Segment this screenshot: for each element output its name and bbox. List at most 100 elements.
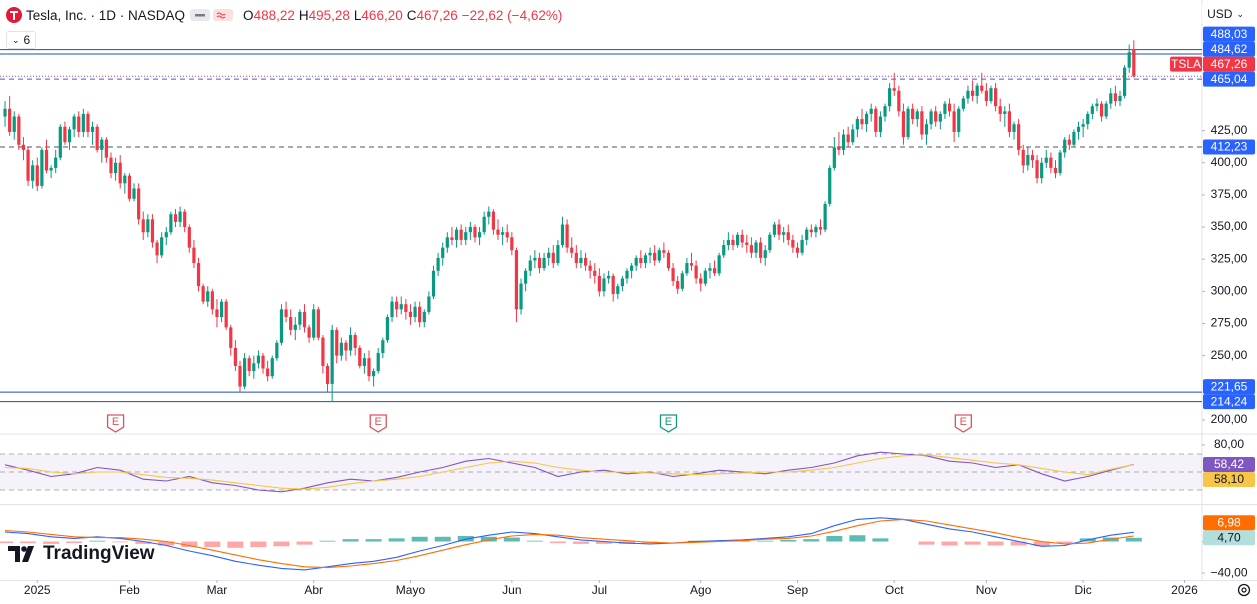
candle-body (362, 358, 366, 366)
indicators-toggle[interactable]: ⌄ 6 (6, 31, 37, 49)
price-label: 467,26 (1211, 57, 1248, 71)
candle-body (270, 358, 274, 377)
currency-button[interactable]: USD ⌄ (1202, 5, 1249, 23)
candle-body (261, 355, 265, 369)
candle-body (468, 227, 472, 233)
histogram-bar (296, 541, 313, 545)
ohlc-value: 467,26 (416, 7, 458, 23)
candle-body (602, 278, 606, 292)
candle-body (31, 165, 35, 181)
candle-body (837, 147, 841, 150)
candle-body (772, 224, 777, 235)
x-tick-label: Ago (690, 583, 712, 597)
candle-body (565, 224, 569, 248)
x-tick-label: Sep (787, 583, 809, 597)
earnings-label: E (112, 416, 119, 428)
candle-body (150, 219, 155, 243)
candle-body (745, 242, 749, 246)
candle-body (399, 304, 403, 310)
candle-body (533, 257, 537, 261)
legend-icons[interactable] (189, 7, 235, 23)
candle-body (961, 98, 965, 109)
candle-body (1127, 52, 1131, 68)
candle-body (35, 165, 39, 186)
candle-body (860, 119, 864, 125)
earnings-label: E (375, 416, 382, 428)
candle-body (1035, 160, 1039, 179)
histogram-bar (849, 535, 866, 542)
candle-body (316, 309, 320, 338)
candle-body (100, 139, 104, 150)
candle-body (229, 327, 233, 348)
histogram-bar (365, 539, 382, 542)
candle-body (390, 301, 394, 318)
candle-body (146, 219, 150, 233)
candle-body (422, 311, 426, 323)
candle-body (606, 275, 611, 279)
candle-body (712, 268, 717, 274)
candle-body (998, 106, 1002, 114)
candle-body (726, 239, 730, 246)
candle-body (312, 309, 316, 338)
candle-body (708, 268, 712, 271)
candle-body (501, 232, 505, 235)
candle-body (993, 88, 998, 107)
price-label-bg (1203, 530, 1255, 546)
price-label: 484,62 (1211, 42, 1248, 56)
y-tick-label: −40,00 (1210, 565, 1247, 579)
candle-body (219, 301, 224, 318)
y-tick-label: 325,00 (1211, 251, 1248, 265)
candle-body (634, 257, 638, 266)
price-label-bg (1203, 26, 1255, 42)
settings-icon[interactable] (1237, 583, 1251, 597)
x-tick-label: Mayo (396, 583, 426, 597)
x-tick-label: Mar (207, 583, 228, 597)
histogram-bar (872, 538, 889, 542)
histogram-bar (757, 540, 774, 542)
candle-body (777, 224, 781, 235)
candle-body (1026, 155, 1030, 166)
candle-body (805, 229, 809, 240)
candle-body (795, 247, 800, 253)
histogram-bar (964, 541, 981, 545)
candle-body (505, 232, 509, 238)
symbol-title[interactable]: Tesla, Inc. · 1D · NASDAQ (26, 7, 186, 23)
x-tick-label: Oct (885, 583, 904, 597)
candle-body (482, 216, 486, 233)
candle-body (1012, 124, 1016, 132)
candle-body (1076, 126, 1081, 132)
brand-name: TradingView (43, 543, 155, 564)
candle-body (54, 157, 58, 168)
candle-body (275, 342, 279, 359)
ohlc-key: O (243, 7, 254, 23)
candle-body (911, 108, 915, 120)
candle-body (3, 108, 7, 117)
candle-body (1007, 111, 1012, 132)
candle-body (210, 291, 214, 310)
candle-body (906, 108, 910, 138)
y-tick-label: 375,00 (1211, 187, 1248, 201)
price-label-bg (1203, 379, 1255, 395)
candle-body (662, 250, 666, 253)
price-label: 4,70 (1217, 530, 1241, 544)
candle-body (496, 229, 500, 235)
candle-body (1081, 124, 1085, 127)
candle-body (8, 108, 12, 132)
brand-logo (8, 546, 34, 562)
candle-body (169, 214, 173, 233)
candle-body (118, 162, 122, 184)
candle-body (989, 88, 993, 102)
candle-body (284, 309, 288, 318)
pane-1 (0, 451, 1202, 493)
ohlc-key: H (298, 7, 309, 23)
histogram-bar (89, 540, 106, 542)
x-tick-label: 2025 (24, 583, 51, 597)
x-tick-label: 2026 (1171, 583, 1198, 597)
histogram-bar (43, 541, 60, 544)
candle-body (1063, 139, 1067, 153)
histogram-bar (342, 539, 359, 542)
candle-body (929, 111, 933, 125)
price-label-bg (1203, 41, 1255, 57)
